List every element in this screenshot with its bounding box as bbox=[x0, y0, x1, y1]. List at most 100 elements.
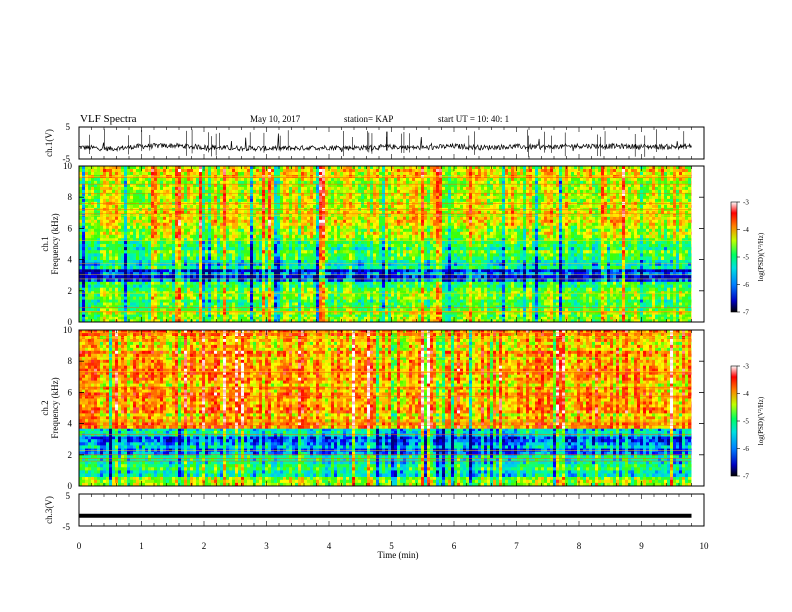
ch1-spectrogram-cell bbox=[466, 296, 470, 300]
ch1-spectrogram-cell bbox=[667, 284, 671, 289]
ch1-spectrogram-cell bbox=[541, 281, 545, 285]
ch1-spectrogram-cell bbox=[325, 319, 329, 322]
ch1-spectrogram-cell bbox=[616, 275, 620, 279]
ch1-spectrogram-cell bbox=[364, 281, 368, 285]
ch1-spectrogram-cell bbox=[388, 269, 392, 273]
ch1-spectrogram-cell bbox=[379, 316, 383, 320]
ch1-spectrogram-cell bbox=[244, 237, 248, 242]
ch1-spectrogram-cell bbox=[661, 237, 665, 242]
ch1-spectrogram-cell bbox=[223, 269, 227, 273]
ch1-spectrogram-cell bbox=[205, 278, 209, 282]
ch1-spectrogram-cell bbox=[376, 265, 380, 270]
ch1-spectrogram-cell bbox=[151, 314, 155, 318]
ch1-spectrogram-cell bbox=[334, 275, 338, 279]
ch1-spectrogram-cell bbox=[322, 281, 326, 285]
ch1-spectrogram-cell bbox=[223, 278, 227, 282]
ch1-spectrogram-cell bbox=[85, 296, 89, 300]
ch1-spectrogram-cell bbox=[115, 265, 119, 270]
ch1-spectrogram-cell bbox=[496, 319, 500, 322]
ch1-spectrogram-cell bbox=[688, 296, 692, 300]
ch1-spectrogram-cell bbox=[457, 287, 461, 292]
ch1-spectrogram-cell bbox=[613, 308, 617, 312]
ch1-spectrogram-cell bbox=[517, 319, 521, 322]
ch1-spectrogram-cell bbox=[619, 244, 623, 248]
ch1-spectrogram-cell bbox=[94, 287, 98, 292]
ch1-spectrogram-cell bbox=[199, 240, 203, 245]
ch1-spectrogram-cell bbox=[100, 305, 104, 309]
ch1-spectrogram-cell bbox=[100, 272, 104, 276]
ch1-spectrogram-cell bbox=[475, 281, 479, 285]
ch1-spectrogram-cell bbox=[670, 269, 674, 273]
ch1-spectrogram-cell bbox=[625, 240, 629, 245]
ch1-spectrogram-cell bbox=[217, 281, 221, 285]
ch1-spectrogram-cell bbox=[82, 314, 86, 318]
ch1-spectrogram-cell bbox=[457, 314, 461, 318]
ch1-spectrogram-cell bbox=[385, 308, 389, 312]
ch1-spectrogram-cell bbox=[538, 284, 542, 289]
ch1-spectrogram-cell bbox=[484, 296, 488, 300]
ch1-spectrogram-cell bbox=[454, 319, 458, 322]
ch1-spectrogram-cell bbox=[178, 296, 182, 300]
ch1-spectrogram-cell bbox=[670, 237, 674, 242]
ch1-spectrogram-cell bbox=[655, 244, 659, 248]
ch1-spectrogram-cell bbox=[628, 284, 632, 289]
ch1-spectrogram-cell bbox=[232, 316, 236, 320]
ch1-spectrogram-cell bbox=[562, 269, 566, 273]
ch1-spectrogram-cell bbox=[448, 308, 452, 312]
ch1-spectrogram-cell bbox=[295, 269, 299, 273]
ch1-spectrogram-cell bbox=[595, 308, 599, 312]
ch1-spectrogram-cell bbox=[508, 314, 512, 318]
ch1-spectrogram-cell bbox=[361, 272, 365, 276]
ch1-spectrogram-cell bbox=[658, 278, 662, 282]
ch1-spectrogram-cell bbox=[115, 259, 119, 264]
ch1-spectrogram-cell bbox=[499, 281, 503, 285]
ch1-spectrogram-cell bbox=[112, 265, 116, 270]
ch1-spectrogram-cell bbox=[472, 311, 476, 315]
ch1-spectrogram-cell bbox=[274, 240, 278, 245]
ch1-spectrogram-cell bbox=[169, 290, 173, 295]
ch1-spectrogram-cell bbox=[277, 278, 281, 282]
ch1-spectrogram-cell bbox=[109, 275, 113, 279]
ch1-spectrogram-cell bbox=[328, 314, 332, 318]
ch1-spectrogram-cell bbox=[157, 287, 161, 292]
ch1-spectrogram-cell bbox=[520, 319, 524, 322]
ch1-spectrogram-cell bbox=[535, 259, 539, 264]
ch1-spectrogram-cell bbox=[301, 302, 305, 306]
ch1-spectrogram-cell bbox=[457, 284, 461, 289]
ch1-spectrogram-cell bbox=[211, 316, 215, 320]
ch1-spectrogram-cell bbox=[307, 240, 311, 245]
ch1-spectrogram-cell bbox=[238, 278, 242, 282]
ch1-spectrogram-cell bbox=[424, 240, 428, 245]
ch1-spectrogram-cell bbox=[187, 316, 191, 320]
ch1-spectrogram-cell bbox=[136, 244, 140, 248]
ch1-spectrogram-cell bbox=[613, 244, 617, 248]
ch1-spectrogram-cell bbox=[160, 240, 164, 245]
ch1-spectrogram-cell bbox=[301, 240, 305, 245]
ch1-spectrogram-cell bbox=[94, 262, 98, 267]
ch1-spectrogram-cell bbox=[658, 281, 662, 285]
ch1-spectrogram-cell bbox=[595, 311, 599, 315]
ch1-spectrogram-cell bbox=[136, 287, 140, 292]
ch1-spectrogram-cell bbox=[445, 311, 449, 315]
ch1-spectrogram-cell bbox=[157, 299, 161, 303]
ch1-spectrogram-cell bbox=[667, 311, 671, 315]
ch1-spectrogram-cell bbox=[340, 269, 344, 273]
ch1-spectrogram-cell bbox=[478, 299, 482, 303]
ch1-spectrogram-cell bbox=[97, 293, 101, 297]
ch1-spectrogram-cell bbox=[550, 302, 554, 306]
ch1-spectrogram-cell bbox=[646, 319, 650, 322]
ch1-spectrogram-cell bbox=[631, 269, 635, 273]
ch1-spectrogram-cell bbox=[382, 302, 386, 306]
ch1-spectrogram-cell bbox=[532, 314, 536, 318]
ch1-spectrogram-cell bbox=[142, 311, 146, 315]
ch1-spectrogram-cell bbox=[109, 290, 113, 295]
ch1-spectrogram-cell bbox=[670, 296, 674, 300]
ch1-spectrogram-cell bbox=[289, 272, 293, 276]
ch1-spectrogram-cell bbox=[391, 314, 395, 318]
ch1-spectrogram-cell bbox=[538, 290, 542, 295]
ch1-spectrogram-cell bbox=[301, 319, 305, 322]
ch1-spectrogram-cell bbox=[148, 305, 152, 309]
ch1-spectrogram-cell bbox=[604, 305, 608, 309]
ch1-spectrogram-cell bbox=[235, 287, 239, 292]
ch1-spectrogram-cell bbox=[262, 275, 266, 279]
